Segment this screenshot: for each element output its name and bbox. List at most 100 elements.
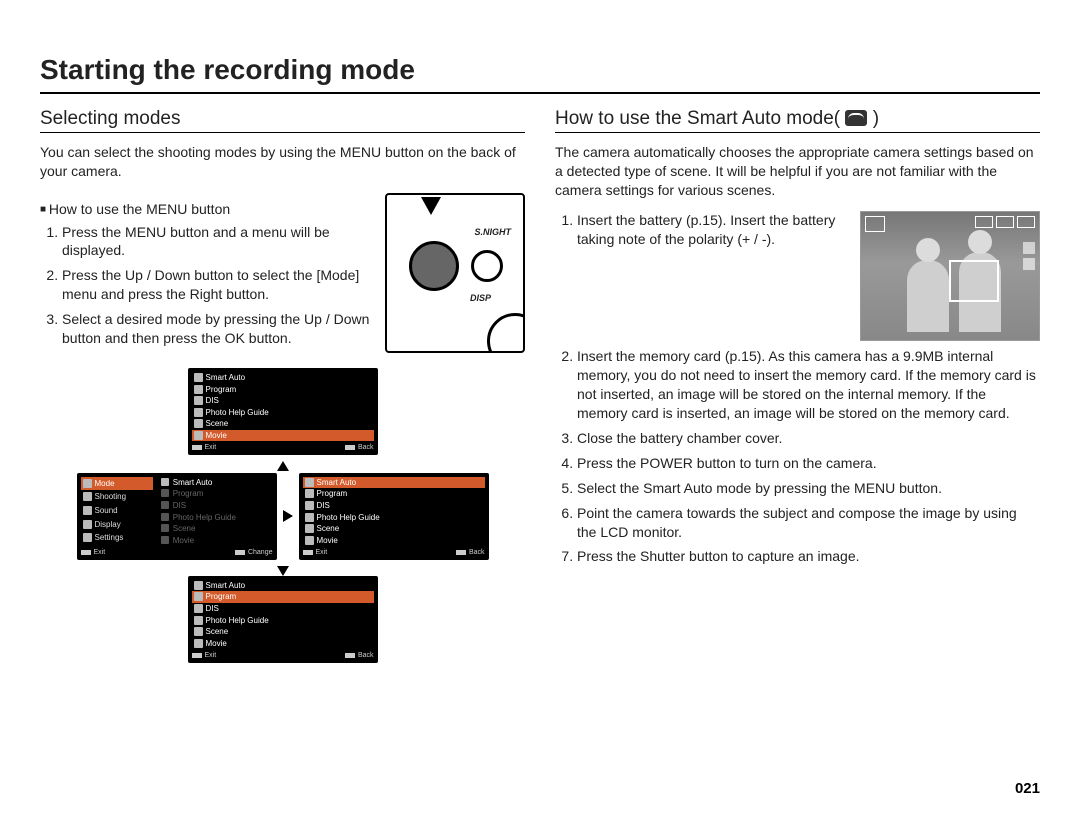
menu-foot-back: Back <box>456 549 485 557</box>
bullet-how-to-use-menu: How to use the MENU button <box>40 201 375 217</box>
menu-step: Press the Up / Down button to select the… <box>62 266 375 304</box>
menu-screenshot-top: Smart AutoProgramDISPhoto Help GuideScen… <box>188 368 378 455</box>
camera-dial-icon <box>409 241 459 291</box>
smart-auto-step: Insert the memory card (p.15). As this c… <box>577 347 1040 423</box>
menu-item-icon <box>194 385 203 394</box>
menu-item: Scene <box>192 418 374 430</box>
section-heading-smart-auto: How to use the Smart Auto mode( ) <box>555 108 1040 130</box>
hud-side-icons <box>1023 242 1035 270</box>
subject-person-icon <box>907 260 949 332</box>
menu-item: Smart Auto <box>303 477 485 489</box>
menu-item-icon <box>194 627 203 636</box>
menu-item: Scene <box>303 523 485 535</box>
menu-side-item: Mode <box>81 477 153 491</box>
left-column: Selecting modes You can select the shoot… <box>40 108 525 663</box>
menu-item: Scene <box>192 626 374 638</box>
menu-item-icon <box>194 581 203 590</box>
arrow-down-icon <box>421 197 441 215</box>
menu-item-icon <box>194 373 203 382</box>
section-rule <box>40 132 525 133</box>
menu-item-icon <box>194 592 203 601</box>
smart-auto-step: Press the POWER button to turn on the ca… <box>577 454 1040 473</box>
menu-item-icon <box>305 489 314 498</box>
camera-back-illustration: S.NIGHT DISP <box>385 193 525 353</box>
menu-item: Movie <box>192 430 374 442</box>
smart-auto-step: Insert the battery (p.15). Insert the ba… <box>577 211 848 249</box>
camera-ok-ring-icon <box>471 250 503 282</box>
menu-foot-exit: Exit <box>303 549 328 557</box>
page-title: Starting the recording mode <box>40 55 1040 86</box>
menu-item-icon <box>161 478 169 486</box>
section-rule <box>555 132 1040 133</box>
triangle-down-icon <box>277 566 289 576</box>
right-column: How to use the Smart Auto mode( ) The ca… <box>555 108 1040 663</box>
subject-head-icon <box>916 238 940 262</box>
smart-auto-step: Point the camera towards the subject and… <box>577 504 1040 542</box>
menu-item-icon <box>305 478 314 487</box>
menu-screenshot-bottom: Smart AutoProgramDISPhoto Help GuideScen… <box>188 576 378 663</box>
camera-arc-icon <box>487 313 525 353</box>
menu-item: Photo Help Guide <box>159 512 269 524</box>
menu-item-icon <box>161 513 169 521</box>
menu-side-item: Settings <box>81 531 153 545</box>
menu-item-icon <box>83 506 92 515</box>
menu-step: Select a desired mode by pressing the Up… <box>62 310 375 348</box>
heading-text-prefix: How to use the Smart Auto mode( <box>555 108 845 129</box>
menu-item-icon <box>161 501 169 509</box>
menu-item-icon <box>83 479 92 488</box>
menu-item-icon <box>305 524 314 533</box>
menu-item: Program <box>159 488 269 500</box>
camera-label-snight: S.NIGHT <box>474 227 511 237</box>
menu-item-icon <box>305 513 314 522</box>
smart-auto-step: Select the Smart Auto mode by pressing t… <box>577 479 1040 498</box>
menu-item: Scene <box>159 523 269 535</box>
menu-foot-back: Back <box>345 444 374 452</box>
menu-item: DIS <box>303 500 485 512</box>
menu-item-icon <box>194 419 203 428</box>
menu-item-icon <box>161 489 169 497</box>
subject-head-icon <box>968 230 992 254</box>
menu-item: Photo Help Guide <box>303 512 485 524</box>
menu-item-icon <box>83 492 92 501</box>
menu-item-icon <box>305 501 314 510</box>
two-column-layout: Selecting modes You can select the shoot… <box>40 108 1040 663</box>
menu-item-icon <box>305 536 314 545</box>
hud-mode-icon <box>865 216 885 232</box>
menu-item: Smart Auto <box>192 580 374 592</box>
menu-foot-exit: Exit <box>81 549 106 557</box>
menu-item-icon <box>194 408 203 417</box>
heading-text-suffix: ) <box>867 108 879 129</box>
menu-item: Movie <box>303 535 485 547</box>
lcd-preview-illustration <box>860 211 1040 341</box>
menu-side-item: Display <box>81 518 153 532</box>
menu-item: Photo Help Guide <box>192 407 374 419</box>
smart-auto-icon <box>845 110 867 126</box>
smart-auto-steps-top: Insert the battery (p.15). Insert the ba… <box>555 211 848 249</box>
menu-item: Smart Auto <box>192 372 374 384</box>
menu-steps-list: Press the MENU button and a menu will be… <box>40 223 375 348</box>
camera-label-disp: DISP <box>470 293 491 303</box>
smart-auto-intro: The camera automatically chooses the app… <box>555 143 1040 200</box>
menu-screenshots-group: Smart AutoProgramDISPhoto Help GuideScen… <box>40 368 525 663</box>
menu-item-icon <box>194 431 203 440</box>
menu-item-icon <box>161 524 169 532</box>
smart-auto-step: Close the battery chamber cover. <box>577 429 1040 448</box>
menu-screenshot-mid-right: Smart AutoProgramDISPhoto Help GuideScen… <box>299 473 489 560</box>
menu-item-icon <box>194 639 203 648</box>
menu-item: Program <box>192 384 374 396</box>
menu-item: DIS <box>159 500 269 512</box>
menu-foot-back: Back <box>345 652 374 660</box>
menu-item: Photo Help Guide <box>192 615 374 627</box>
menu-item-icon <box>161 536 169 544</box>
smart-auto-step: Press the Shutter button to capture an i… <box>577 547 1040 566</box>
af-frame-icon <box>949 260 999 302</box>
menu-item: Program <box>192 591 374 603</box>
menu-item: DIS <box>192 603 374 615</box>
selecting-modes-intro: You can select the shooting modes by usi… <box>40 143 525 181</box>
menu-side-item: Sound <box>81 504 153 518</box>
menu-item: Movie <box>159 535 269 547</box>
title-rule <box>40 92 1040 94</box>
section-heading-selecting-modes: Selecting modes <box>40 108 525 130</box>
page-number: 021 <box>1015 780 1040 797</box>
menu-foot-exit: Exit <box>192 652 217 660</box>
